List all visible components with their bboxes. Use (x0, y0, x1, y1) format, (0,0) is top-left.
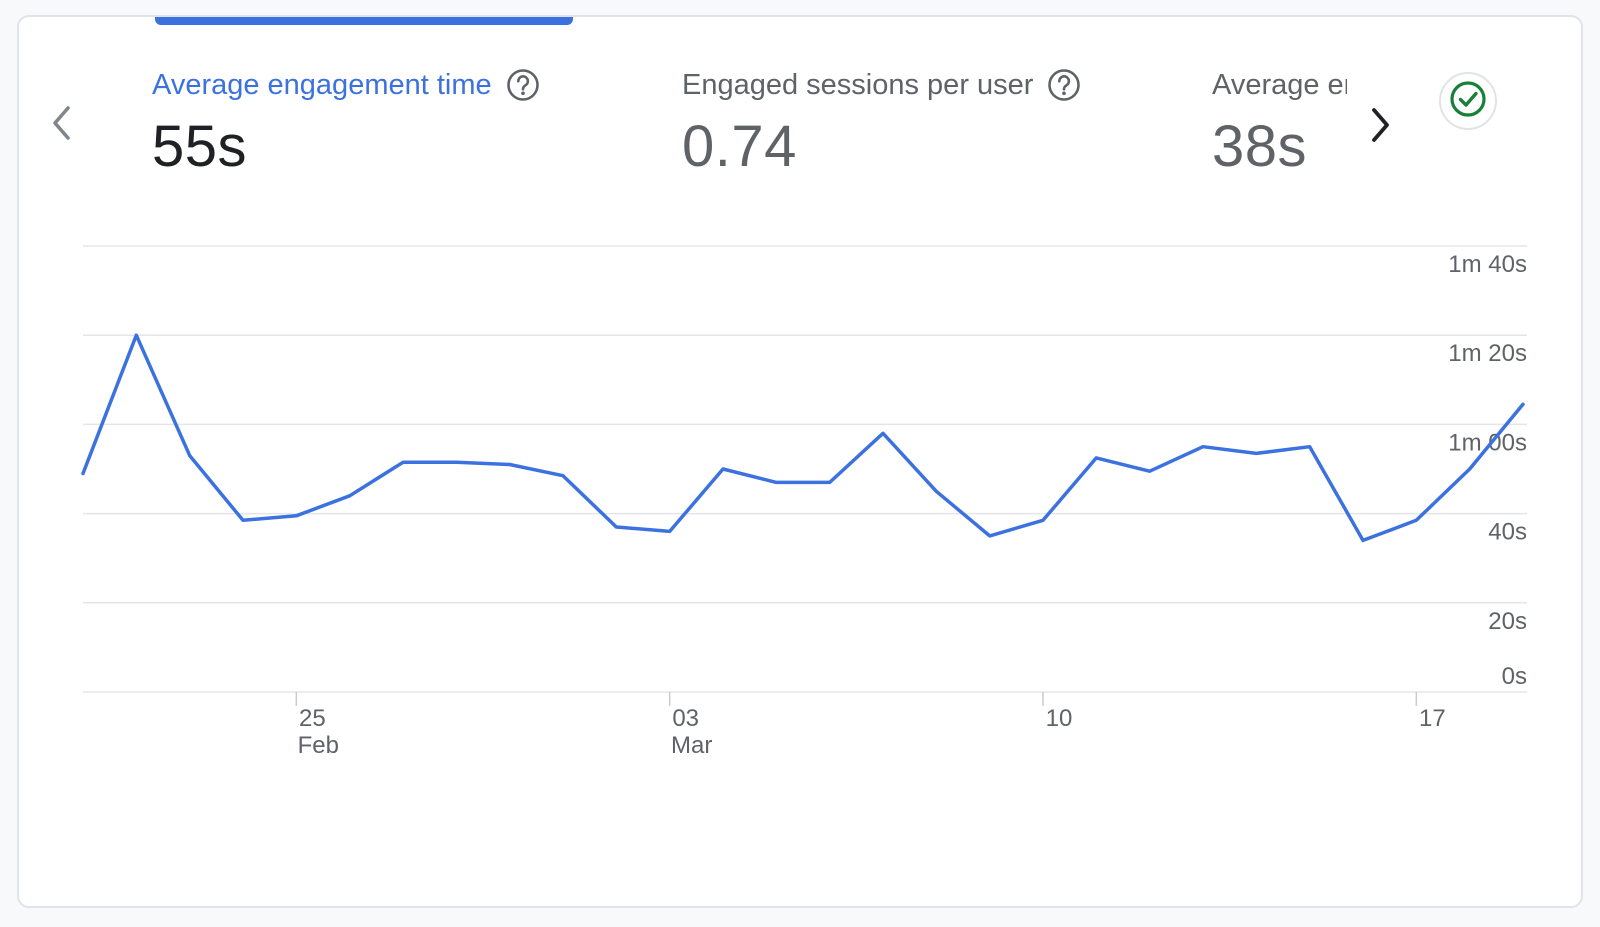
next-metrics-button[interactable] (1361, 107, 1401, 147)
previous-metrics-button[interactable] (43, 105, 79, 146)
y-tick-label: 20s (1488, 608, 1527, 635)
metric-card: Average engagement time 55s Engaged sess… (17, 15, 1583, 908)
x-tick-label: 10 (1046, 705, 1073, 732)
chevron-right-icon (1369, 106, 1393, 149)
metric-tab-average-engagement-per-session[interactable]: Average engagement time per session 38s (1212, 65, 1347, 180)
active-tab-indicator (155, 17, 573, 25)
y-tick-label: 1m 00s (1448, 429, 1527, 456)
x-tick-label: 25 (299, 705, 326, 732)
y-tick-label: 1m 20s (1448, 340, 1527, 367)
metric-value: 0.74 (682, 114, 797, 179)
metric-title: Engaged sessions per user (682, 68, 1034, 101)
x-tick-label: 03 (672, 705, 699, 732)
metric-title: Average engagement time (152, 68, 492, 101)
metric-value: 55s (152, 114, 248, 179)
help-circle-icon[interactable] (1047, 68, 1081, 102)
help-circle-icon[interactable] (506, 68, 540, 102)
x-tick-month-label: Feb (298, 732, 339, 759)
status-badge[interactable] (1439, 72, 1497, 130)
metric-tab-engaged-sessions-per-user[interactable]: Engaged sessions per user 0.74 (682, 65, 1142, 180)
series-line (81, 333, 1525, 543)
metric-value: 38s (1212, 114, 1308, 179)
metric-title: Average engagement time per session (1212, 68, 1347, 101)
check-circle-icon (1449, 80, 1487, 123)
x-tick-label: 17 (1419, 705, 1446, 732)
metric-tab-average-engagement-time[interactable]: Average engagement time 55s (152, 65, 612, 180)
y-tick-label: 0s (1502, 663, 1527, 690)
y-tick-label: 40s (1488, 519, 1527, 546)
y-tick-label: 1m 40s (1448, 251, 1527, 278)
x-tick-month-label: Mar (671, 732, 712, 759)
chevron-left-icon (50, 105, 72, 146)
